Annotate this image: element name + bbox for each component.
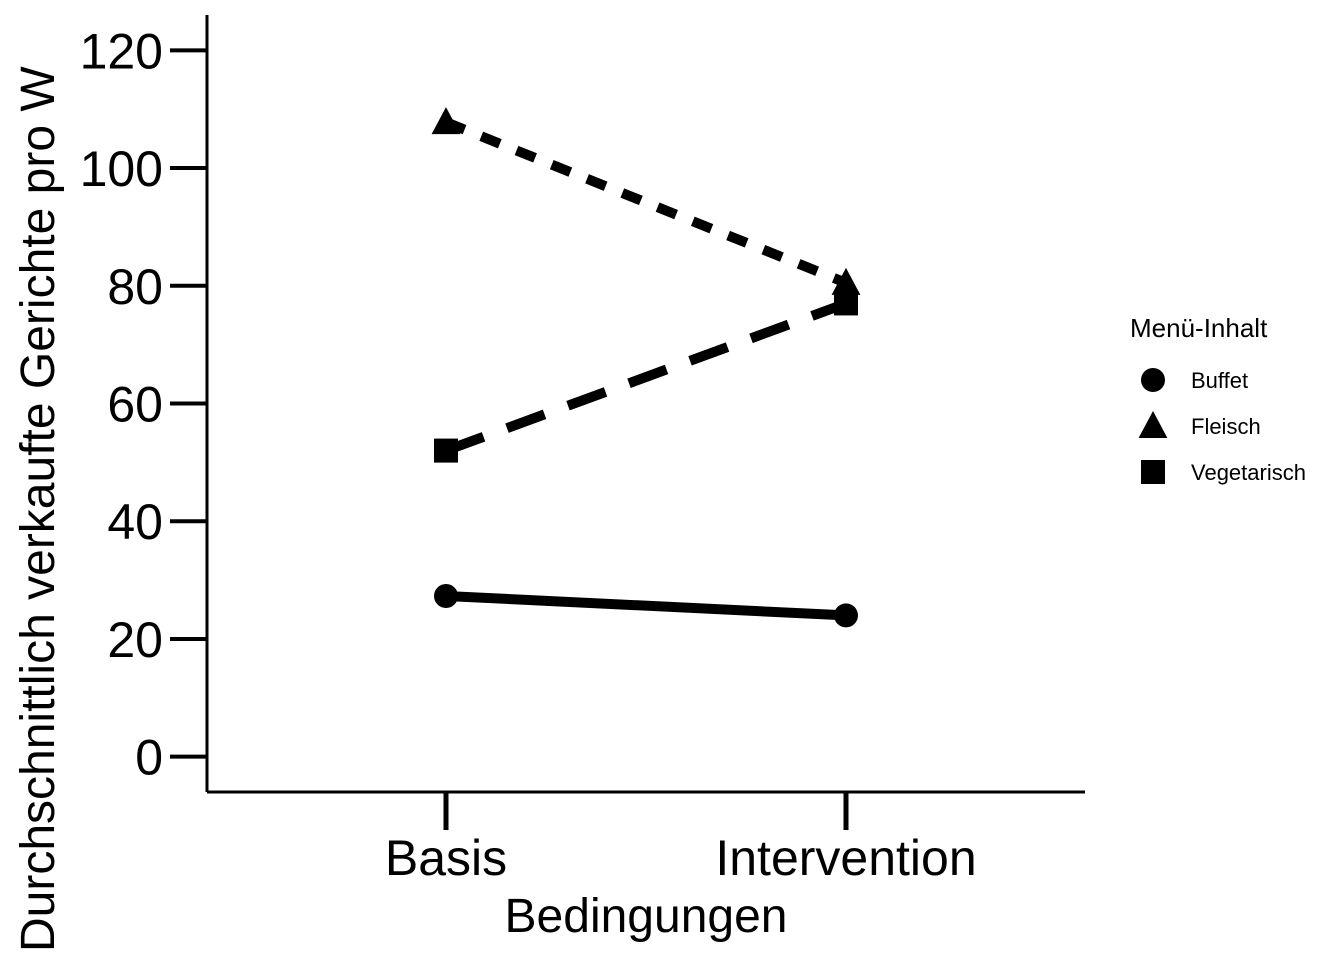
legend-marker-fleisch [1138,411,1168,438]
legend-label-buffet: Buffet [1191,368,1248,393]
y-tick-label: 100 [80,141,163,197]
y-tick-label: 60 [107,377,163,433]
x-tick-label: Basis [385,830,507,886]
legend-items: Buffet Fleisch Vegetarisch [1138,368,1306,485]
data-point-vegetarisch [434,438,458,463]
y-ticks: 0 20 40 60 80 100 120 [80,23,207,786]
data-point-fleisch [431,107,461,135]
legend-title: Menü-Inhalt [1130,313,1268,343]
legend: Menü-Inhalt Buffet Fleisch Vegetarisch [1130,313,1306,485]
legend-label-vegetarisch: Vegetarisch [1191,460,1306,485]
x-axis: Basis Intervention [207,790,1085,886]
series-buffet [434,583,858,628]
y-tick-label: 40 [107,494,163,550]
y-tick-label: 0 [135,730,163,786]
legend-item-fleisch: Fleisch [1138,411,1261,439]
series-vegetarisch [434,291,858,463]
legend-item-buffet: Buffet [1141,368,1248,393]
y-tick-label: 80 [107,259,163,315]
data-point-buffet [434,583,458,608]
series-line-vegetarisch [444,298,848,456]
y-tick-label: 120 [80,23,163,79]
x-tick-label: Intervention [715,830,976,886]
y-tick-label: 20 [107,612,163,668]
series-line-buffet [445,590,847,621]
series-layer [431,107,861,628]
legend-marker-vegetarisch [1141,460,1165,484]
x-ticks: Basis Intervention [385,792,977,886]
legend-label-fleisch: Fleisch [1191,414,1261,439]
series-fleisch [431,107,861,295]
y-axis: 0 20 40 60 80 100 120 [80,15,209,792]
data-point-fleisch [831,267,861,295]
data-point-vegetarisch [834,291,858,316]
legend-item-vegetarisch: Vegetarisch [1141,460,1306,485]
series-line-fleisch [444,117,848,288]
y-axis-title: Durchschnittlich verkaufte Gerichte pro … [12,66,65,952]
x-axis-title: Bedingungen [505,890,788,943]
data-point-buffet [834,603,858,628]
legend-marker-buffet [1141,368,1165,392]
